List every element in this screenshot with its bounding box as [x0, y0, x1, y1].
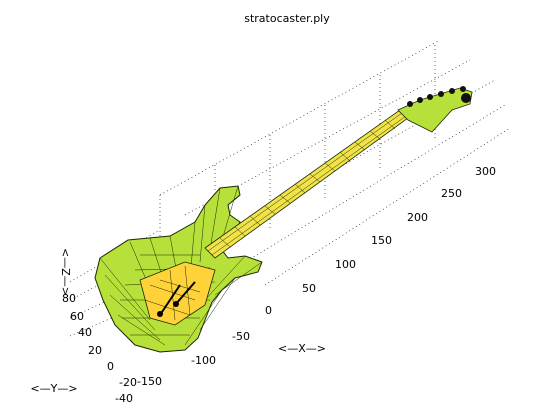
y-tick-label: -20 [119, 376, 137, 389]
x-tick-label: 50 [302, 282, 316, 295]
guitar-neck [204, 109, 409, 259]
x-tick-label: 300 [475, 165, 496, 178]
x-axis: -150 -100 -50 0 50 100 150 200 250 300 <… [137, 165, 496, 388]
y-tick-label: -40 [115, 392, 133, 405]
x-tick-label: 250 [441, 187, 462, 200]
y-tick-label: 80 [62, 292, 76, 305]
y-axis: 80 60 40 20 0 -20 -40 <—Y—> <—Z—> [30, 248, 137, 405]
x-tick-label: 100 [335, 258, 356, 271]
y-tick-label: 40 [78, 326, 92, 339]
figure-title: stratocaster.ply [244, 12, 330, 25]
x-axis-label: <—X—> [278, 342, 326, 355]
x-tick-label: -100 [191, 354, 216, 367]
z-axis-label: <—Z—> [59, 248, 72, 296]
y-tick-label: 0 [107, 360, 114, 373]
x-tick-label: 0 [265, 304, 272, 317]
y-tick-label: 60 [70, 310, 84, 323]
x-tick-label: 150 [371, 234, 392, 247]
x-tick-label: 200 [407, 211, 428, 224]
x-tick-label: -150 [137, 375, 162, 388]
guitar-body [94, 185, 263, 353]
y-axis-label: <—Y—> [30, 382, 77, 395]
guitar-headstock [397, 86, 473, 133]
y-tick-label: 20 [88, 344, 102, 357]
x-tick-label: -50 [232, 330, 250, 343]
